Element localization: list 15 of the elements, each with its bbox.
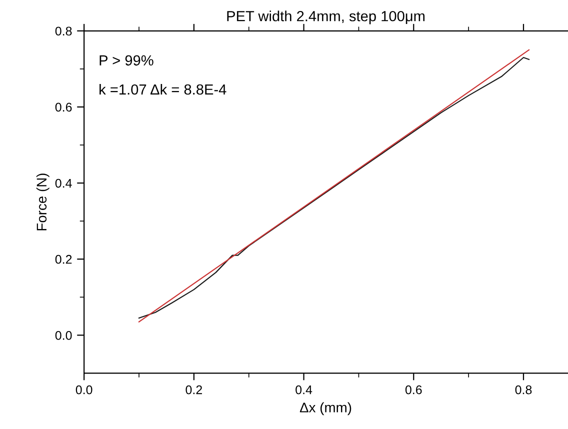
y-tick-label: 0.6 — [55, 102, 72, 112]
y-tick-label: 0.0 — [55, 330, 72, 340]
x-tick-label: 0.6 — [405, 385, 422, 394]
annotation: k =1.07 Δk = 8.8E-4 — [100, 84, 226, 95]
y-tick-label: 0.8 — [55, 26, 72, 36]
annotation: P > 99% — [100, 55, 154, 66]
y-axis-title: Force (N) — [36, 174, 50, 230]
x-tick-label: 0.4 — [296, 385, 312, 394]
y-tick-label: 0.4 — [55, 178, 72, 188]
x-tick-label: 0.2 — [186, 385, 202, 394]
x-axis-title: Δx (mm) — [300, 402, 352, 416]
y-tick-label: 0.2 — [55, 254, 72, 264]
x-tick-label: 0.8 — [515, 385, 532, 394]
x-tick-label: 0.0 — [76, 385, 92, 394]
chart-title: PET width 2.4mm, step 100μm — [227, 10, 425, 24]
